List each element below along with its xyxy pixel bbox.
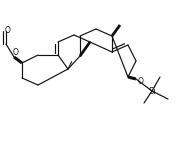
Text: Si: Si (148, 86, 156, 95)
Text: O: O (13, 47, 19, 56)
Text: O: O (5, 26, 11, 34)
Text: O: O (138, 76, 144, 86)
